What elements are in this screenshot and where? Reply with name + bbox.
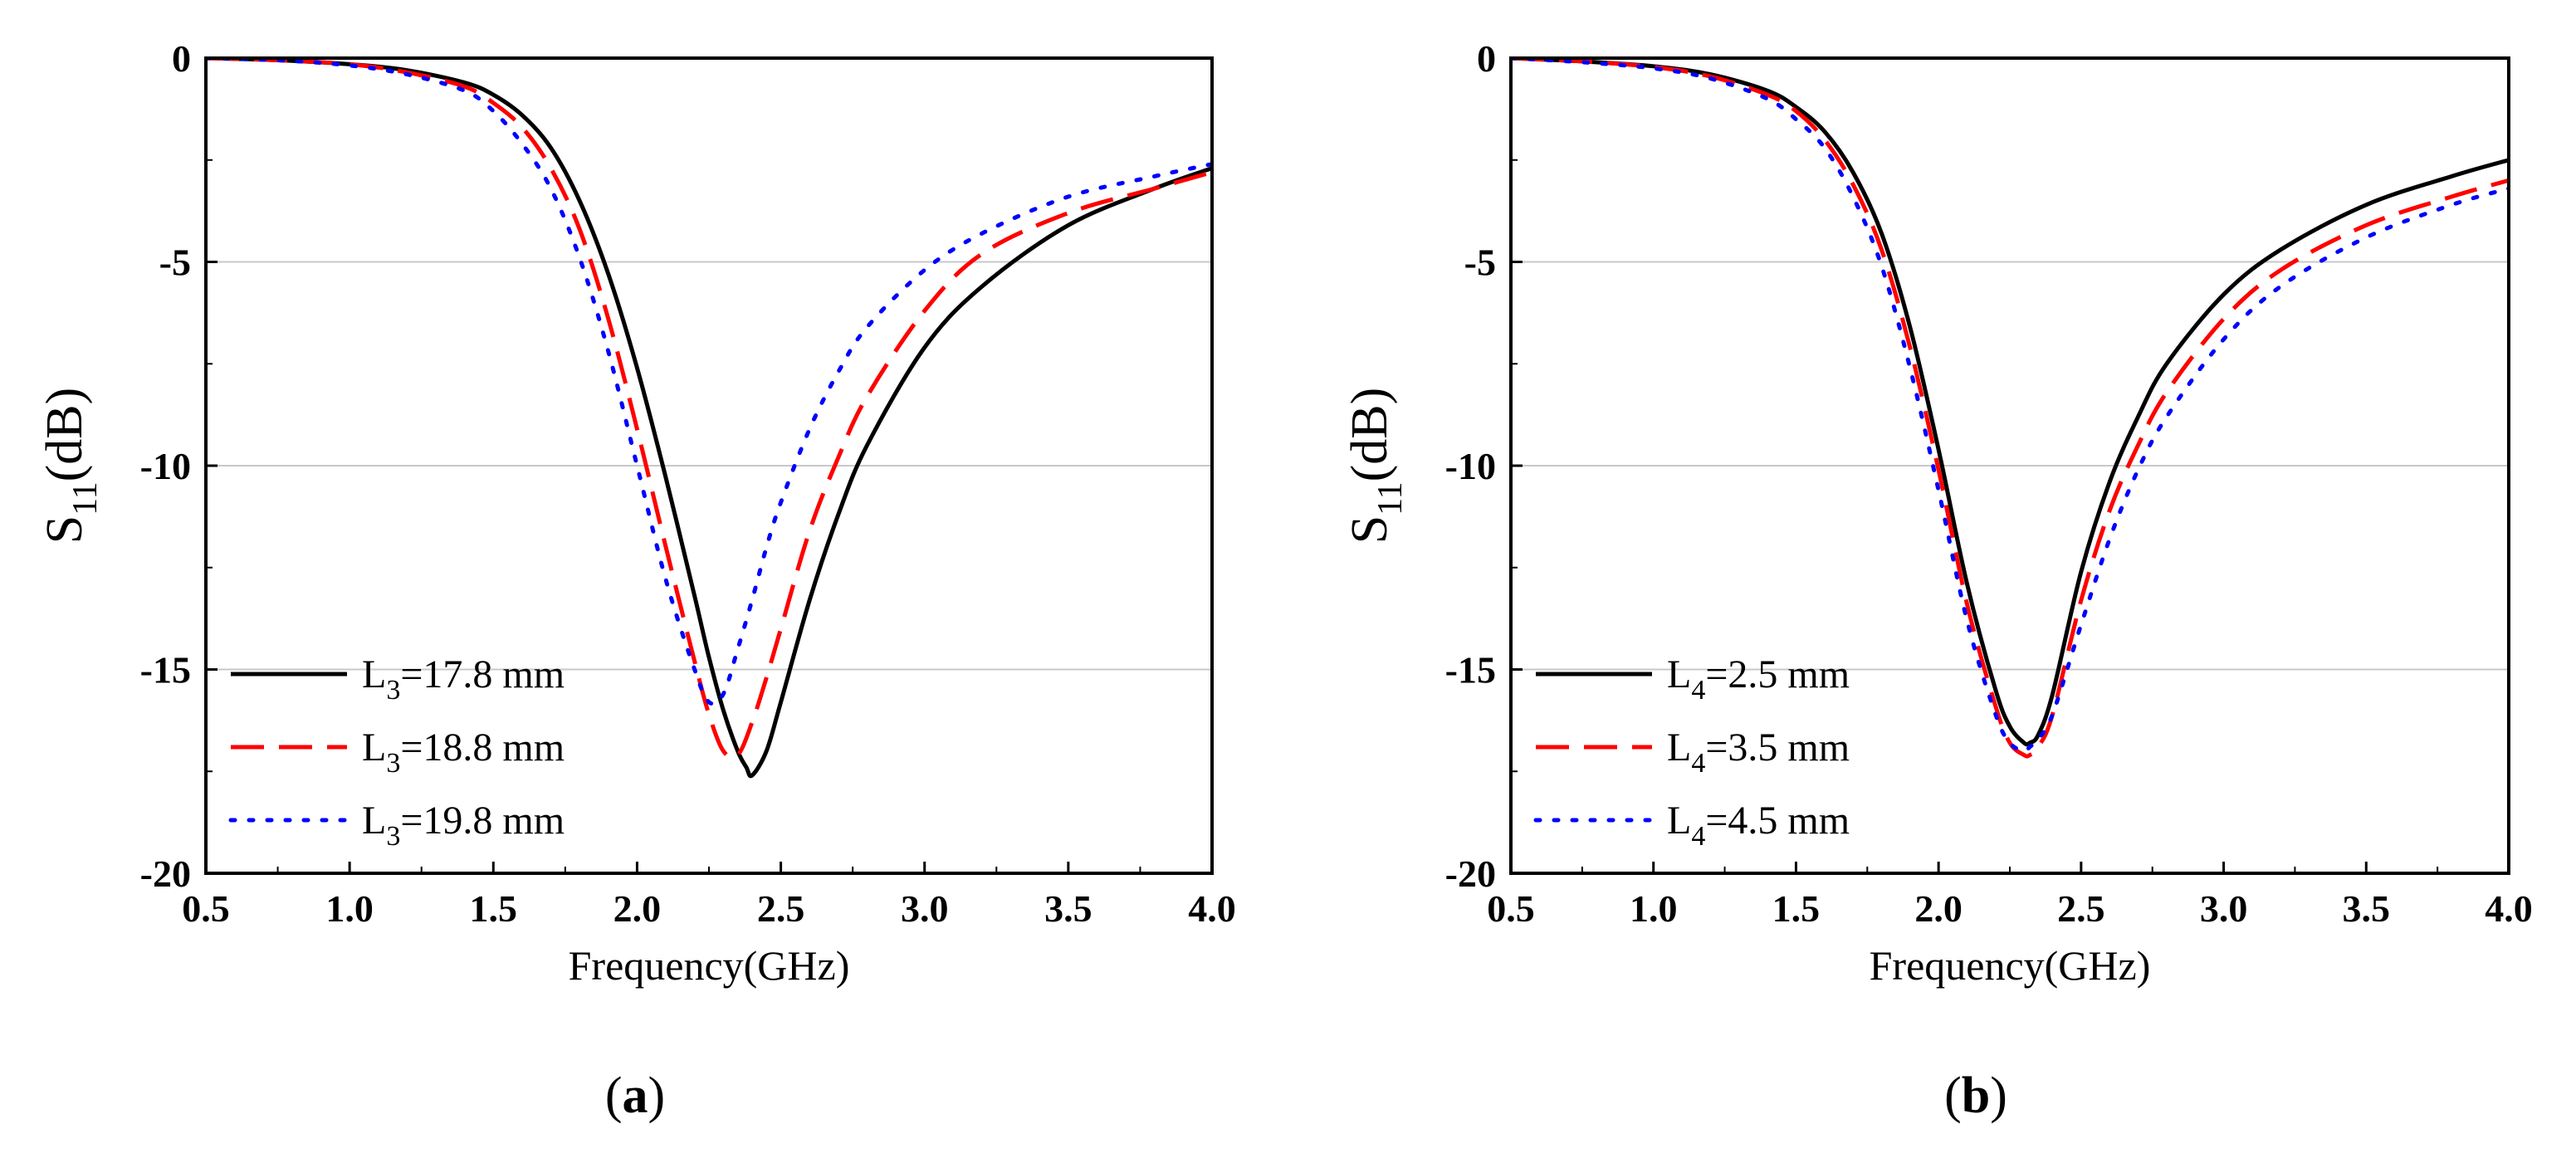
panel-label-close: ) [648,1068,666,1124]
legend-label-3: L4=4.5 mm [1667,799,1850,852]
panel-label-open: ( [1944,1068,1962,1124]
y-tick-label: -20 [140,853,191,895]
x-tick-label: 2.0 [613,887,662,930]
x-tick-label: 3.0 [901,887,949,930]
y-tick-label: -15 [140,649,191,691]
legend-label-sub: 3 [386,748,400,779]
x-tick-label: 3.0 [2200,887,2248,930]
chart-panel-b: 0-5-10-15-200.5 1.0 1.5 2.0 2.5 3.0 3.5 4.0L4=2… [1342,37,2533,1124]
x-tick-label: 1.0 [325,887,374,930]
series-line-3 [206,58,1212,706]
x-tick-label: 4.0 [2485,887,2533,930]
legend-label-1: L3=17.8 mm [362,652,565,706]
x-tick-label: 2.5 [757,887,805,930]
legend-label-sub: 4 [1691,821,1705,852]
series-line-1 [206,58,1212,779]
panel-label-open: ( [605,1068,623,1124]
series-line-1 [1511,58,2509,747]
legend-label-sub: 3 [386,675,400,706]
y-label-sub: 11 [1371,481,1410,515]
y-tick-label: -10 [140,445,191,487]
x-tick-label: 1.5 [1772,887,1821,930]
legend-label-main: L [362,799,386,843]
legend-label-rest: =4.5 mm [1705,799,1850,843]
x-tick-label: 2.5 [2057,887,2105,930]
y-tick-label: 0 [172,37,191,80]
legend-label-rest: =2.5 mm [1705,652,1850,696]
x-tick-label: 3.5 [1044,887,1092,930]
x-axis-label: Frequency(GHz) [1870,942,2151,989]
panel-label: (b) [1944,1068,2007,1124]
panel-label-letter: a [623,1068,648,1124]
x-tick-label: 3.5 [2343,887,2391,930]
y-label-sub: 11 [66,481,105,515]
x-tick-label: 0.5 [1487,887,1535,930]
legend-label-sub: 4 [1691,675,1705,706]
legend-label-2: L3=18.8 mm [362,726,565,779]
series-line-2 [206,58,1212,760]
legend-label-main: L [1667,726,1691,769]
legend-label-1: L4=2.5 mm [1667,652,1850,706]
legend-label-sub: 3 [386,821,400,852]
x-tick-label: 2.0 [1914,887,1963,930]
legend-label-2: L4=3.5 mm [1667,726,1850,779]
x-axis-label: Frequency(GHz) [569,942,850,989]
y-label-unit: (dB) [37,388,93,482]
legend-label-main: L [362,652,386,696]
x-tick-label: 1.5 [470,887,518,930]
x-tick-label: 4.0 [1188,887,1236,930]
y-label-unit: (dB) [1342,388,1398,482]
panel-label-close: ) [1990,1068,2007,1124]
legend-label-sub: 4 [1691,748,1705,779]
y-tick-label: -15 [1445,649,1496,691]
y-label-main: S [1342,515,1398,544]
y-label-main: S [37,515,93,544]
y-axis-label: S11(dB) [37,388,105,545]
chart-panel-a: 0-5-10-15-200.5 1.0 1.5 2.0 2.5 3.0 3.5 4.0L3=1… [37,37,1236,1124]
series-line-2 [1511,58,2509,759]
x-tick-label: 0.5 [182,887,230,930]
legend-label-3: L3=19.8 mm [362,799,565,852]
legend-label-rest: =19.8 mm [400,799,565,843]
legend-label-rest: =3.5 mm [1705,726,1850,769]
axes-frame [1509,56,2510,875]
y-axis-label: S11(dB) [1342,388,1410,545]
legend-label-main: L [362,726,386,769]
legend-label-rest: =18.8 mm [400,726,565,769]
panel-label-letter: b [1962,1068,1990,1124]
legend-label-main: L [1667,799,1691,843]
y-tick-label: -10 [1445,445,1496,487]
axes-frame [204,56,1214,875]
panel-label: (a) [605,1068,665,1124]
y-tick-label: -5 [159,242,191,284]
y-tick-label: -20 [1445,853,1496,895]
legend-label-rest: =17.8 mm [400,652,565,696]
legend-label-main: L [1667,652,1691,696]
x-tick-label: 1.0 [1630,887,1678,930]
y-tick-label: -5 [1464,242,1496,284]
y-tick-label: 0 [1477,37,1496,80]
